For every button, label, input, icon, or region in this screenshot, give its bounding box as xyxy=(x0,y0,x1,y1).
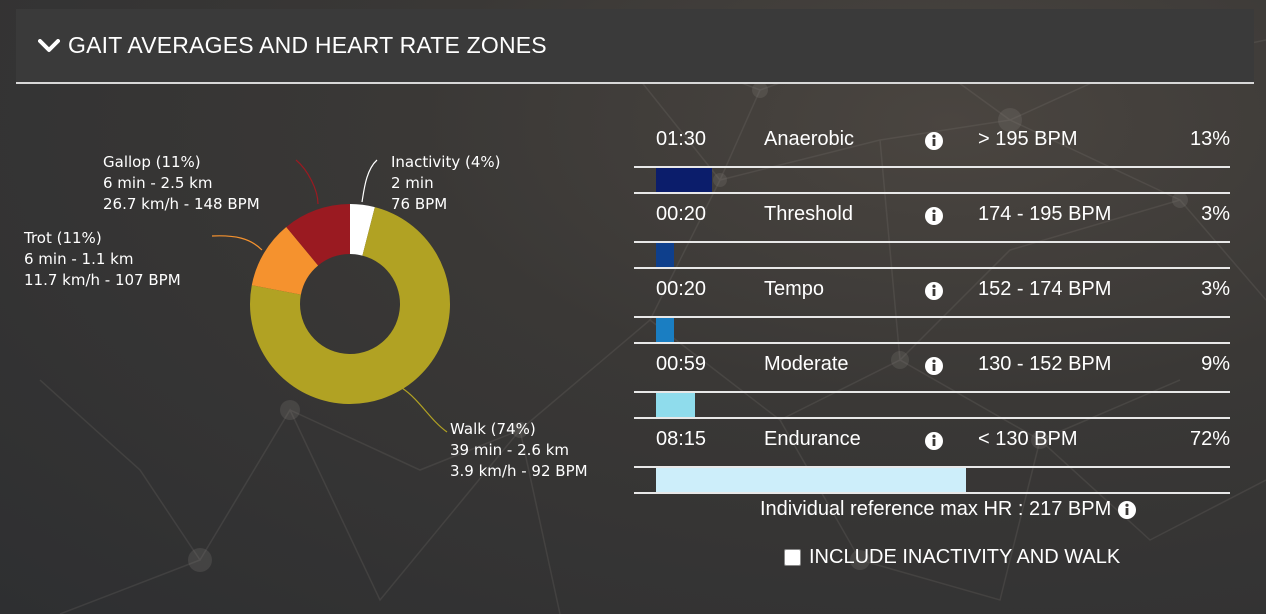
section-header[interactable]: GAIT AVERAGES AND HEART RATE ZONES xyxy=(16,9,1254,84)
reference-max-hr: Individual reference max HR : 217 BPM xyxy=(760,498,1137,521)
walk-label: Walk (74%) 39 min - 2.6 km 3.9 km/h - 92… xyxy=(450,420,588,480)
zone-row: 08:15 Endurance < 130 BPM 72% xyxy=(634,418,1230,494)
zone-row: 00:59 Moderate 130 - 152 BPM 9% xyxy=(634,343,1230,419)
divider xyxy=(634,391,1230,393)
zone-row: 01:30 Anaerobic > 195 BPM 13% xyxy=(634,118,1230,194)
zone-bar xyxy=(656,168,712,194)
divider xyxy=(634,466,1230,468)
divider xyxy=(634,241,1230,243)
zone-name: Threshold xyxy=(764,203,853,225)
zone-bar xyxy=(656,468,966,494)
divider xyxy=(634,316,1230,318)
walk-slice[interactable] xyxy=(249,207,450,404)
zone-range: 152 - 174 BPM xyxy=(978,278,1112,300)
zone-name: Moderate xyxy=(764,353,849,375)
zone-time: 01:30 xyxy=(656,128,707,150)
inactivity-leader-line xyxy=(361,159,378,203)
inactivity-label: Inactivity (4%) 2 min 76 BPM xyxy=(391,153,501,213)
zone-time: 00:20 xyxy=(656,278,707,300)
zone-percent: 13% xyxy=(1189,128,1230,150)
heart-rate-zones-list: 01:30 Anaerobic > 195 BPM 13% 00:20 Thre… xyxy=(634,118,1230,494)
info-icon[interactable] xyxy=(924,431,944,457)
trot-slice[interactable] xyxy=(251,226,319,295)
divider xyxy=(634,492,1230,494)
reference-max-hr-text: Individual reference max HR : 217 BPM xyxy=(760,498,1112,520)
section-title: GAIT AVERAGES AND HEART RATE ZONES xyxy=(68,32,547,58)
zone-range: > 195 BPM xyxy=(978,128,1078,150)
chevron-down-icon[interactable] xyxy=(38,38,60,53)
divider xyxy=(634,417,1230,419)
zone-time: 00:20 xyxy=(656,203,707,225)
gallop-slice[interactable] xyxy=(286,204,350,266)
info-icon[interactable] xyxy=(1117,500,1137,520)
include-inactivity-checkbox[interactable] xyxy=(784,549,801,566)
zone-percent: 9% xyxy=(1201,353,1230,375)
zone-percent: 3% xyxy=(1201,278,1230,300)
zone-percent: 3% xyxy=(1201,203,1230,225)
gallop-label: Gallop (11%) 6 min - 2.5 km 26.7 km/h - … xyxy=(103,153,260,213)
inactivity-slice[interactable] xyxy=(350,204,375,256)
info-icon[interactable] xyxy=(924,356,944,382)
include-inactivity-label: INCLUDE INACTIVITY AND WALK xyxy=(809,546,1121,568)
divider xyxy=(634,267,1230,269)
zone-row: 00:20 Tempo 152 - 174 BPM 3% xyxy=(634,268,1230,344)
zone-range: < 130 BPM xyxy=(978,428,1078,450)
zone-percent: 72% xyxy=(1189,428,1230,450)
divider xyxy=(634,342,1230,344)
zone-name: Anaerobic xyxy=(764,128,855,150)
gait-donut-chart xyxy=(211,159,450,433)
gallop-leader-line xyxy=(295,159,319,205)
divider xyxy=(634,192,1230,194)
zone-bar xyxy=(656,318,674,344)
zone-range: 130 - 152 BPM xyxy=(978,353,1112,375)
zone-bar xyxy=(656,243,674,269)
divider xyxy=(634,166,1230,168)
trot-label: Trot (11%) 6 min - 1.1 km 11.7 km/h - 10… xyxy=(24,229,181,289)
walk-leader-line xyxy=(401,387,448,433)
zone-name: Endurance xyxy=(764,428,861,450)
info-icon[interactable] xyxy=(924,131,944,157)
zone-time: 08:15 xyxy=(656,428,707,450)
info-icon[interactable] xyxy=(924,206,944,232)
zone-time: 00:59 xyxy=(656,353,707,375)
info-icon[interactable] xyxy=(924,281,944,307)
zone-row: 00:20 Threshold 174 - 195 BPM 3% xyxy=(634,193,1230,269)
trot-leader-line xyxy=(211,235,263,251)
zone-range: 174 - 195 BPM xyxy=(978,203,1112,225)
zone-bar xyxy=(656,393,695,419)
include-inactivity-toggle[interactable]: INCLUDE INACTIVITY AND WALK xyxy=(784,546,1120,569)
zone-name: Tempo xyxy=(764,278,825,300)
